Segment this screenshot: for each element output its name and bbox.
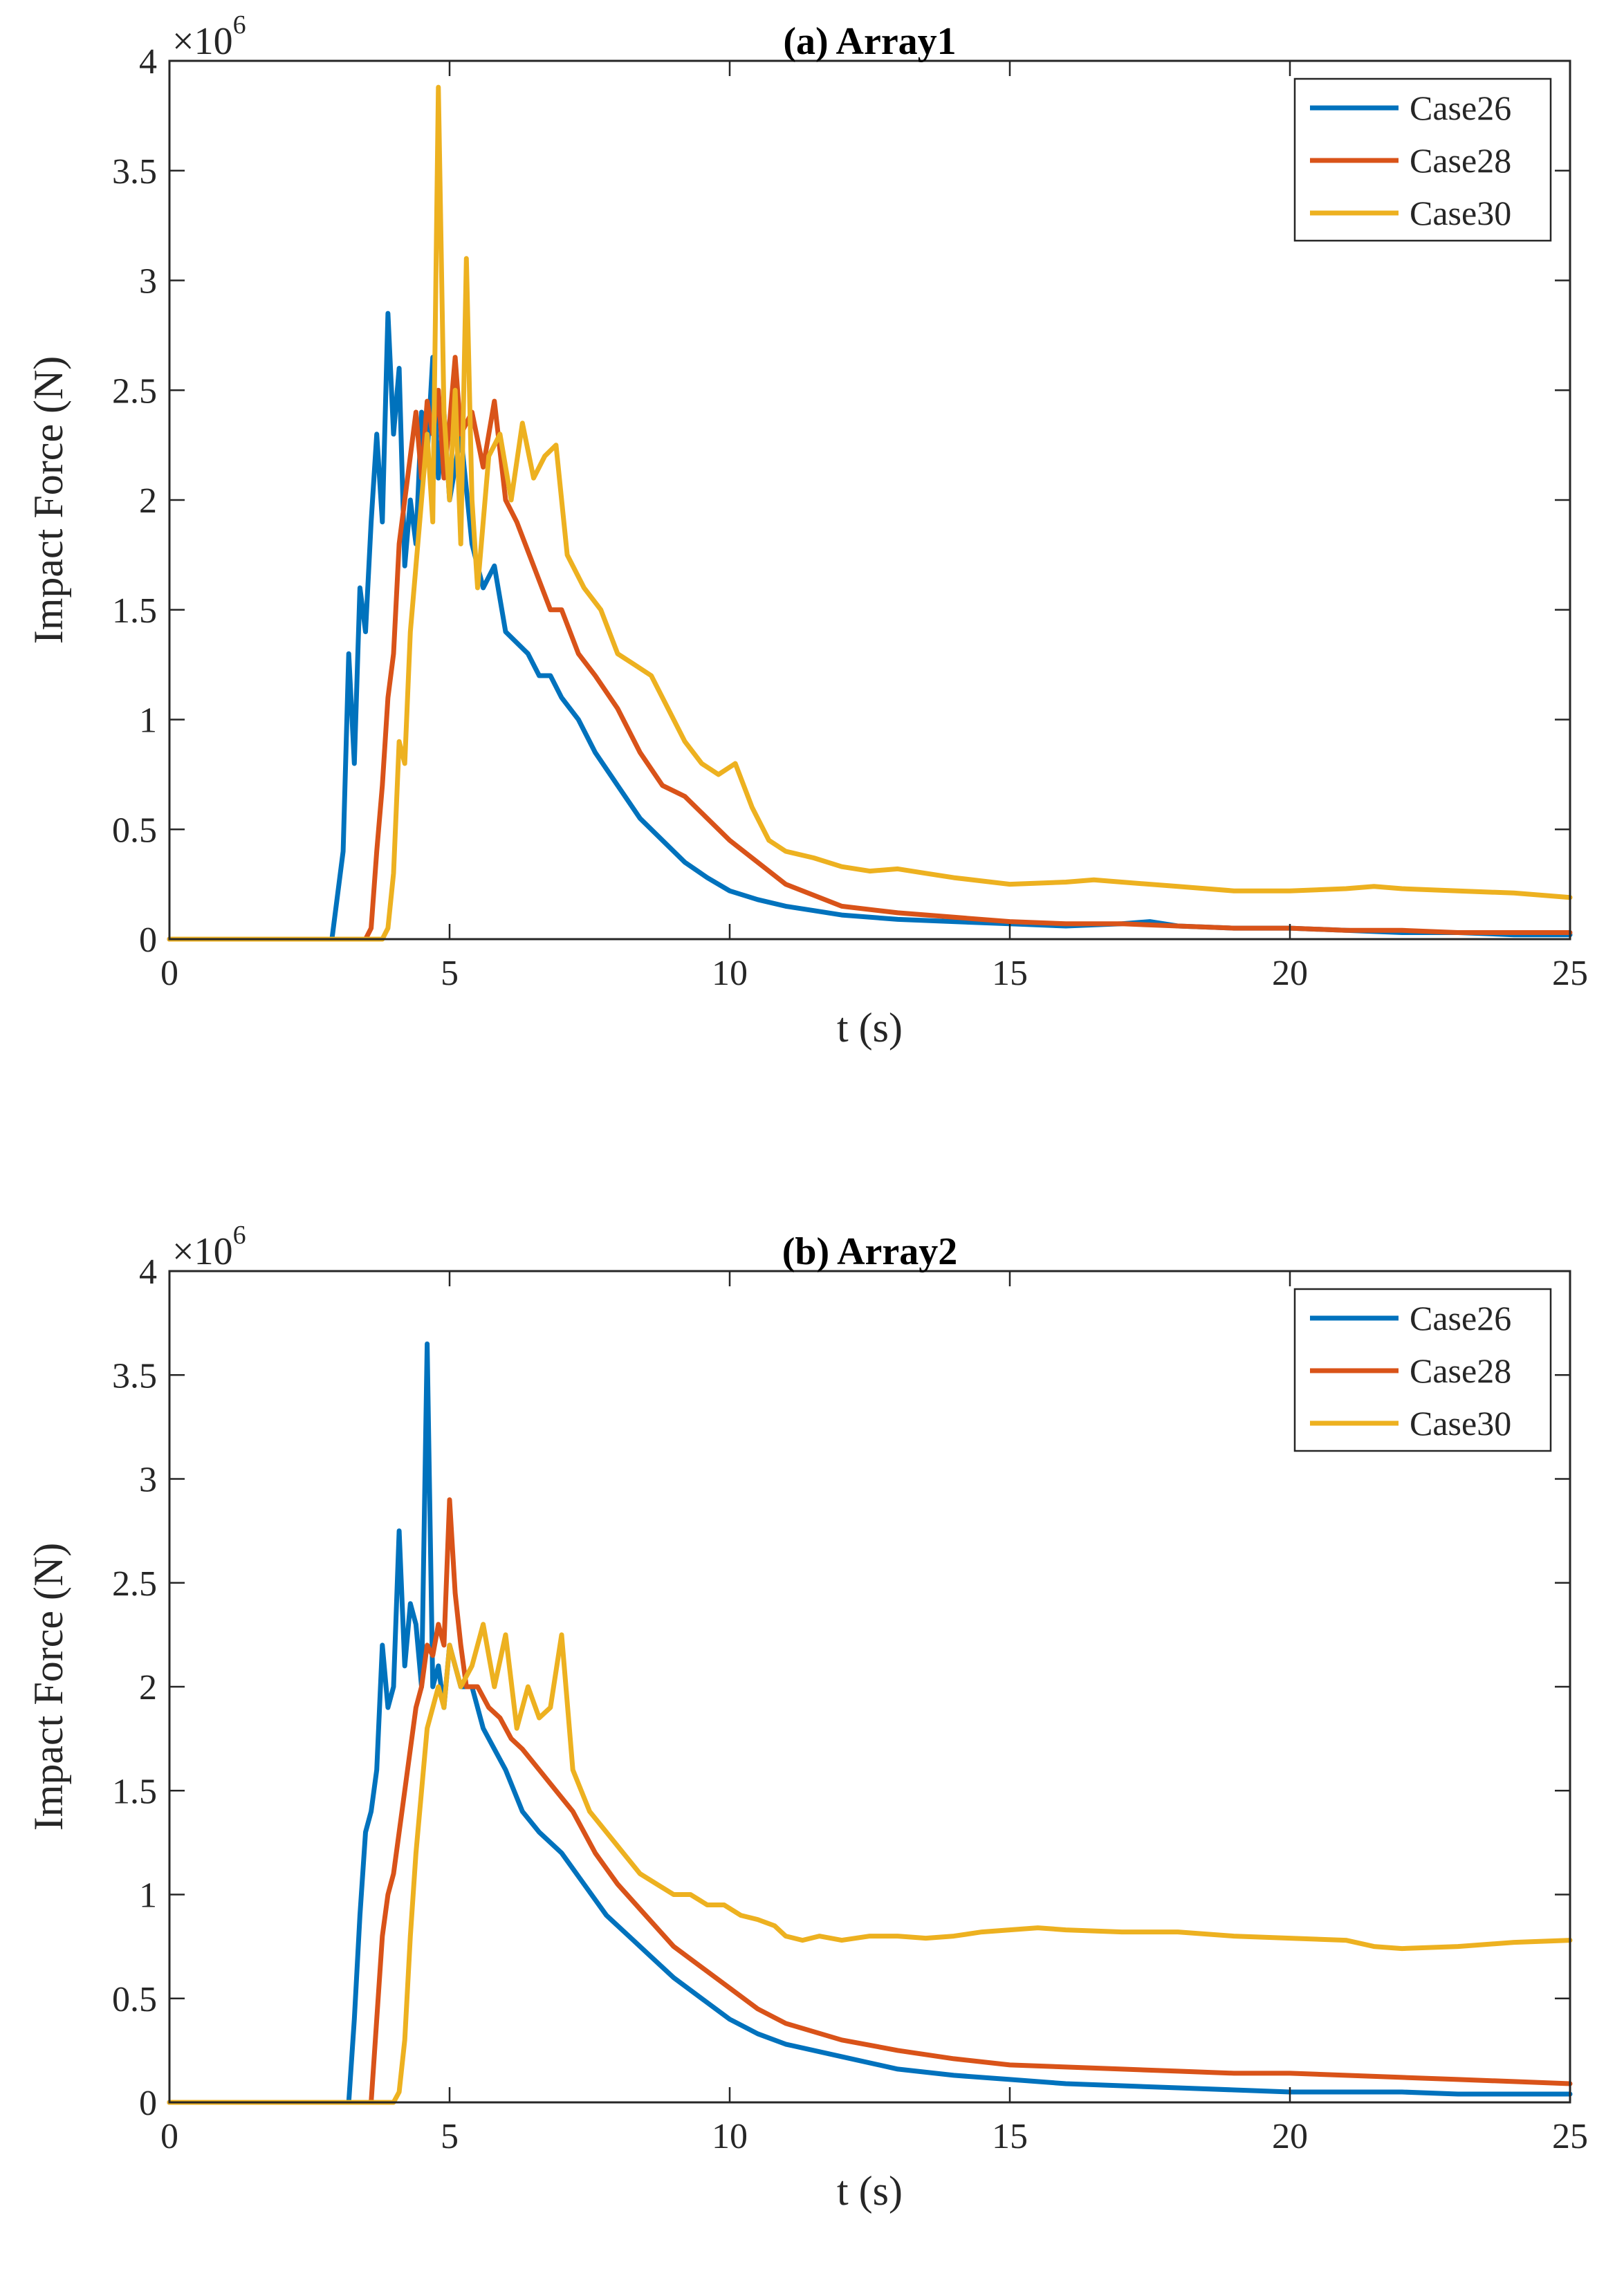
legend-label-case26: Case26 xyxy=(1410,89,1511,127)
y-axis-label: Impact Force (N) xyxy=(26,1543,71,1831)
y-tick-label: 3 xyxy=(139,262,157,302)
y-exponent-power: 6 xyxy=(233,1221,246,1250)
series-line-case30 xyxy=(167,84,1573,942)
y-tick-label: 4 xyxy=(139,42,157,82)
legend: Case26 Case28 Case30 xyxy=(1293,1288,1552,1452)
x-tick-label: 10 xyxy=(712,954,748,993)
y-tick-label: 2 xyxy=(139,1668,157,1707)
y-tick-label: 2.5 xyxy=(112,1564,157,1604)
y-tick-label: 2.5 xyxy=(112,371,157,411)
legend-label-case28: Case28 xyxy=(1410,1351,1511,1390)
chart-panel-2: 0 5 10 15 20 25 0 0.5 1 1.5 2 2.5 3 3.5 4 ×106 (b) Array… xyxy=(26,1221,1588,2214)
legend-label-case26: Case26 xyxy=(1410,1299,1511,1337)
x-tick-label: 20 xyxy=(1272,954,1308,993)
chart-title: (a) Array1 xyxy=(783,20,956,63)
legend-label-case30: Case30 xyxy=(1410,194,1511,232)
y-exponent-power: 6 xyxy=(233,10,246,39)
y-tick-label: 1 xyxy=(139,701,157,741)
x-tick-label: 25 xyxy=(1552,2117,1588,2156)
series-line-case28 xyxy=(167,1497,1573,2105)
legend-label-case28: Case28 xyxy=(1410,141,1511,180)
y-exponent-base: ×10 xyxy=(172,1230,233,1273)
x-tick-label: 0 xyxy=(160,2117,178,2156)
y-tick-label: 1.5 xyxy=(112,591,157,631)
y-exponent-base: ×10 xyxy=(172,20,233,63)
y-tick-label: 1.5 xyxy=(112,1772,157,1811)
x-tick-label: 15 xyxy=(992,2117,1028,2156)
x-tick-label: 25 xyxy=(1552,954,1588,993)
series-line-case30 xyxy=(167,1622,1573,2105)
y-tick-label: 2 xyxy=(139,481,157,521)
chart-title: (b) Array2 xyxy=(782,1230,958,1273)
y-tick-label: 0 xyxy=(139,920,157,960)
y-exponent-label: ×106 xyxy=(172,1221,246,1273)
y-tick-label: 0 xyxy=(139,2084,157,2123)
x-tick-label: 5 xyxy=(441,954,459,993)
x-tick-label: 0 xyxy=(160,954,178,993)
y-tick-label: 1 xyxy=(139,1876,157,1916)
x-tick-label: 20 xyxy=(1272,2117,1308,2156)
y-axis-label: Impact Force (N) xyxy=(26,356,71,644)
legend: Case26 Case28 Case30 xyxy=(1293,77,1552,242)
y-exponent-label: ×106 xyxy=(172,10,246,63)
y-tick-label: 4 xyxy=(139,1252,157,1292)
y-tick-label: 3.5 xyxy=(112,1356,157,1396)
legend-label-case30: Case30 xyxy=(1410,1404,1511,1443)
x-axis-label: t (s) xyxy=(837,1005,903,1050)
series-line-case26 xyxy=(167,1341,1573,2105)
y-tick-label: 0.5 xyxy=(112,811,157,850)
y-tick-label: 0.5 xyxy=(112,1980,157,2019)
x-tick-label: 15 xyxy=(992,954,1028,993)
y-tick-label: 3.5 xyxy=(112,152,157,192)
series-line-case28 xyxy=(167,355,1573,942)
x-tick-label: 5 xyxy=(441,2117,459,2156)
x-axis-label: t (s) xyxy=(837,2168,903,2214)
x-tick-label: 10 xyxy=(712,2117,748,2156)
y-tick-label: 3 xyxy=(139,1461,157,1500)
chart-panel-1: 0 5 10 15 20 25 0 0.5 1 1.5 2 2.5 3 3.5 4 ×106 (a) Array… xyxy=(26,10,1588,1050)
